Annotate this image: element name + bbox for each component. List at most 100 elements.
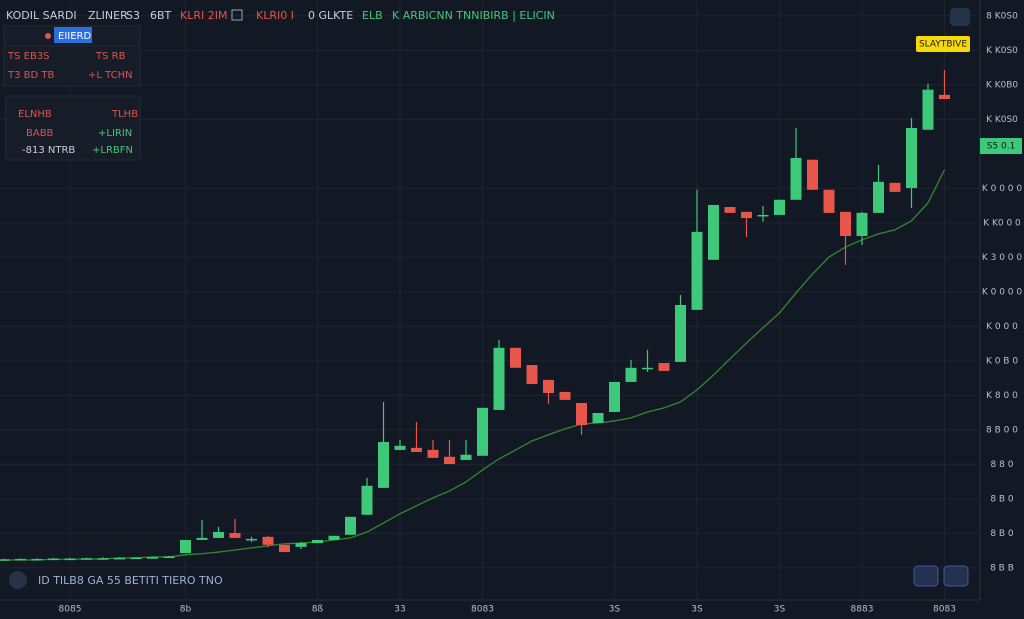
x-tick-label: 3S — [691, 605, 703, 615]
x-tick-label: 33 — [394, 605, 405, 615]
candle-body — [444, 456, 455, 465]
candle-body — [856, 212, 868, 236]
candle-body — [840, 211, 851, 236]
y-tick-label: 8 8 0 — [991, 460, 1014, 470]
dot — [45, 33, 51, 39]
moving-average — [4, 169, 946, 561]
candle-body — [262, 536, 274, 545]
panel-cell: +LRBFN — [92, 145, 133, 156]
price-tag — [980, 138, 1022, 154]
y-tick-label: K 0 B 0 — [986, 356, 1018, 366]
candle-body — [543, 379, 554, 393]
candle-body — [939, 94, 950, 100]
candle-body — [196, 537, 208, 540]
candle-body — [774, 199, 785, 215]
candle-body — [114, 557, 125, 560]
candle-body — [229, 533, 241, 538]
y-tick-label: 8 B B — [990, 563, 1014, 573]
header-item[interactable]: ZLINER — [88, 9, 128, 22]
candle-body — [526, 365, 538, 385]
candle-body — [31, 558, 43, 561]
candle-body — [378, 441, 389, 488]
candle-body — [345, 516, 356, 535]
candle-body — [889, 182, 901, 192]
highlight[interactable] — [54, 27, 92, 43]
alert-tag-text: SLAYTBIVE — [919, 40, 967, 50]
y-tick-label: K K0 0 0 — [983, 218, 1021, 228]
panel-cell: TS RB — [95, 51, 126, 62]
x-tick-label: 8b — [180, 605, 192, 615]
candle-body — [906, 128, 917, 189]
candle-body — [576, 402, 587, 426]
candle-body — [15, 558, 26, 561]
alert-tag — [916, 36, 970, 52]
panel-cell: TLHB — [111, 109, 138, 120]
y-tick-label: K 0 0 0 — [986, 322, 1018, 332]
candle-body — [361, 485, 373, 515]
candle-body — [130, 557, 142, 560]
candle-body — [279, 544, 290, 553]
zoom-button[interactable] — [913, 565, 939, 587]
panel-cell[interactable]: EIIERD — [58, 31, 91, 42]
footer-button[interactable] — [9, 571, 27, 589]
x-tick-label: 3S — [609, 605, 621, 615]
y-tick-label: K 8 0 0 — [986, 391, 1018, 401]
header-item: KLRI0 I — [256, 9, 294, 22]
header-item: K ARBICNN TNNIBIRB | ELICIN — [392, 9, 555, 22]
x-tick-label: 8083 — [471, 605, 494, 615]
panel-cell: -813 NTRB — [22, 145, 75, 156]
candle-body — [592, 412, 604, 424]
candle-body — [246, 538, 257, 541]
candle-body — [411, 447, 422, 452]
candle-body — [609, 381, 620, 412]
candle-body — [757, 214, 769, 217]
header-item: ELB — [362, 9, 383, 22]
y-tick-label: K K0S0 — [986, 115, 1018, 125]
y-tick-label: K 0 0 0 0 — [982, 287, 1023, 297]
candle-body — [48, 558, 59, 561]
price-tag-text: S5 0.1 — [987, 142, 1016, 152]
candle-body — [493, 347, 505, 410]
icon[interactable] — [231, 9, 243, 21]
header-item[interactable]: 6BT — [150, 9, 172, 22]
candle-body — [708, 204, 719, 260]
candle-body — [81, 558, 92, 560]
candle-body — [163, 556, 175, 559]
settings-button[interactable] — [950, 8, 970, 26]
header-item[interactable]: KODIL SARDI — [6, 9, 77, 22]
plot — [0, 70, 950, 561]
candle-body — [724, 207, 736, 213]
footer-text: ID TILB8 GA 55 BETITI TIERO TNO — [38, 574, 223, 587]
candle-body — [625, 367, 637, 382]
x-tick-label: 8ß — [312, 605, 324, 615]
candle-body — [477, 407, 488, 456]
y-tick-label: 8 K0S0 — [986, 11, 1018, 21]
candle-body — [873, 181, 884, 213]
candle-body — [394, 445, 406, 450]
candle-body — [460, 454, 472, 460]
y-tick-label: K K0B0 — [986, 80, 1019, 90]
candle-body — [427, 449, 439, 458]
candle-body — [642, 367, 653, 370]
candle-body — [0, 559, 10, 561]
candle-body — [559, 391, 571, 400]
candle-body — [213, 532, 224, 538]
candle-body — [328, 535, 340, 540]
candle-body — [97, 558, 109, 560]
y-tick-label: K 3 0 0 0 — [982, 253, 1023, 263]
candle-body — [510, 347, 521, 368]
header-item[interactable]: S3 — [126, 9, 140, 22]
y-tick-label: 8 B 0 — [990, 494, 1014, 504]
candle-body — [658, 362, 670, 371]
header-item: KLRI 2IM — [180, 9, 227, 22]
candle-body — [823, 189, 835, 213]
x-tick-label: 3S — [774, 605, 786, 615]
panel — [5, 95, 141, 161]
candle-body — [312, 539, 323, 544]
y-tick-label: 8 B 0 0 — [986, 425, 1018, 435]
panel-cell: +LIRIN — [98, 128, 132, 139]
header-item: 0 GLKTE — [308, 9, 353, 22]
zoom-button[interactable] — [943, 565, 969, 587]
candle-body — [180, 539, 191, 554]
